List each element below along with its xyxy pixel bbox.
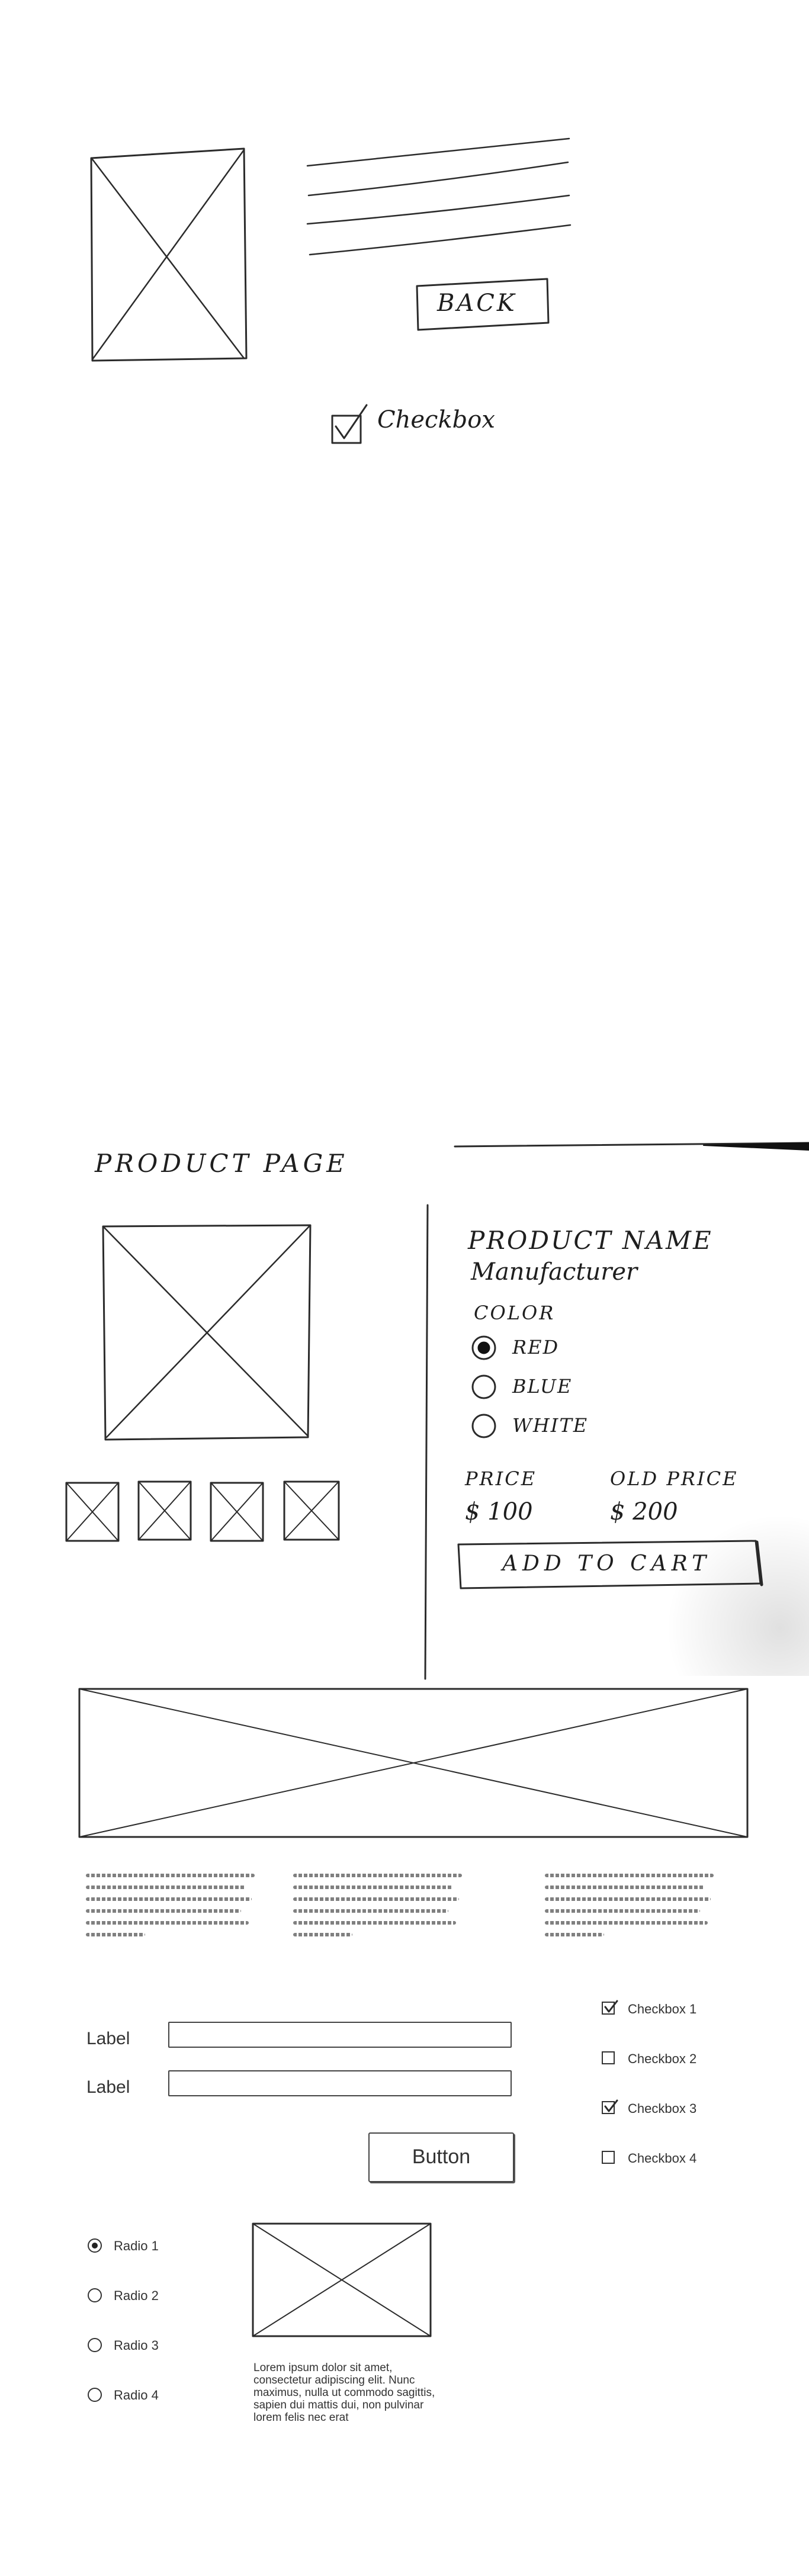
price-label: PRICE bbox=[465, 1467, 537, 1490]
price-value: $ 100 bbox=[465, 1498, 533, 1525]
card-lorem-text: Lorem ipsum dolor sit amet, consectetur … bbox=[253, 2362, 435, 2424]
checkmark-icon bbox=[604, 2099, 618, 2112]
radio-icon bbox=[88, 2288, 102, 2302]
card-image-placeholder bbox=[252, 2222, 432, 2337]
back-button-frame bbox=[416, 278, 550, 331]
text-column-1 bbox=[86, 1874, 264, 1945]
checkbox-2[interactable]: Checkbox 2 bbox=[602, 2050, 732, 2068]
product-name: PRODUCT NAME bbox=[468, 1226, 713, 1255]
checkbox-3[interactable]: Checkbox 3 bbox=[602, 2099, 732, 2118]
text-column-2 bbox=[293, 1874, 471, 1945]
radio-label: Radio 3 bbox=[114, 2338, 159, 2353]
radio-selected-icon bbox=[88, 2238, 102, 2253]
radio-icon bbox=[471, 1414, 496, 1438]
thumbnail-2[interactable] bbox=[136, 1479, 193, 1542]
hero-banner-placeholder bbox=[78, 1688, 749, 1838]
add-to-cart-label: ADD TO CART bbox=[502, 1552, 711, 1576]
checkbox-box bbox=[602, 2051, 615, 2064]
submit-button-label: Button bbox=[412, 2145, 471, 2168]
manufacturer: Manufacturer bbox=[471, 1258, 638, 1286]
checkbox-label: Checkbox 3 bbox=[628, 2101, 697, 2116]
field-label-1: Label bbox=[86, 2029, 130, 2048]
checkbox-label: Checkbox 2 bbox=[628, 2051, 697, 2066]
old-price-value: $ 200 bbox=[610, 1498, 678, 1525]
back-button[interactable]: BACK bbox=[415, 275, 550, 335]
color-option-red[interactable]: RED bbox=[471, 1334, 589, 1362]
checkbox-4[interactable]: Checkbox 4 bbox=[602, 2150, 732, 2167]
thumbnail-4[interactable] bbox=[282, 1479, 341, 1542]
image-placeholder bbox=[90, 147, 248, 362]
color-option-label: BLUE bbox=[512, 1375, 573, 1398]
field-label-2: Label bbox=[86, 2077, 130, 2097]
header-bar-line bbox=[454, 1142, 809, 1151]
sketch-checkbox[interactable]: Checkbox bbox=[329, 403, 530, 450]
thumbnail-1[interactable] bbox=[64, 1480, 121, 1543]
radio-label: Radio 4 bbox=[114, 2388, 159, 2402]
checkbox-box bbox=[602, 2151, 615, 2164]
checkbox-label: Checkbox bbox=[377, 406, 495, 433]
checkbox-checked-icon bbox=[331, 404, 368, 444]
checkbox-box bbox=[602, 2101, 615, 2114]
text-lines-placeholder bbox=[306, 137, 572, 256]
text-column-3 bbox=[545, 1874, 723, 1945]
radio-icon bbox=[471, 1374, 496, 1399]
page-title: PRODUCT PAGE bbox=[95, 1149, 348, 1178]
checkbox-label: Checkbox 4 bbox=[628, 2151, 697, 2166]
text-input-2[interactable] bbox=[168, 2070, 512, 2096]
radio-4[interactable]: Radio 4 bbox=[88, 2387, 206, 2404]
radio-selected-icon bbox=[471, 1335, 496, 1360]
color-option-label: RED bbox=[512, 1336, 560, 1358]
submit-button[interactable]: Button bbox=[368, 2132, 514, 2182]
old-price-label: OLD PRICE bbox=[610, 1467, 739, 1490]
checkbox-label: Checkbox 1 bbox=[628, 2002, 697, 2016]
add-to-cart-frame bbox=[457, 1540, 763, 1589]
radio-label: Radio 2 bbox=[114, 2288, 159, 2303]
radio-label: Radio 1 bbox=[114, 2238, 159, 2253]
color-label: COLOR bbox=[474, 1302, 556, 1324]
color-option-blue[interactable]: BLUE bbox=[471, 1373, 589, 1401]
scan-noise bbox=[663, 1516, 809, 1676]
radio-icon bbox=[88, 2338, 102, 2352]
radio-3[interactable]: Radio 3 bbox=[88, 2337, 206, 2355]
checkbox-box bbox=[602, 2002, 615, 2015]
color-option-label: WHITE bbox=[512, 1414, 589, 1437]
thumbnail-3[interactable] bbox=[208, 1480, 265, 1543]
radio-icon bbox=[88, 2388, 102, 2402]
color-option-white[interactable]: WHITE bbox=[471, 1412, 601, 1440]
product-image-placeholder bbox=[102, 1224, 312, 1441]
radio-2[interactable]: Radio 2 bbox=[88, 2287, 206, 2305]
checkbox-1[interactable]: Checkbox 1 bbox=[602, 2000, 732, 2018]
text-input-1[interactable] bbox=[168, 2022, 512, 2048]
back-button-label: BACK bbox=[437, 290, 517, 317]
vertical-divider bbox=[424, 1204, 429, 1680]
checkmark-icon bbox=[604, 2000, 618, 2013]
radio-1[interactable]: Radio 1 bbox=[88, 2237, 206, 2255]
add-to-cart-button[interactable]: ADD TO CART bbox=[455, 1538, 769, 1593]
